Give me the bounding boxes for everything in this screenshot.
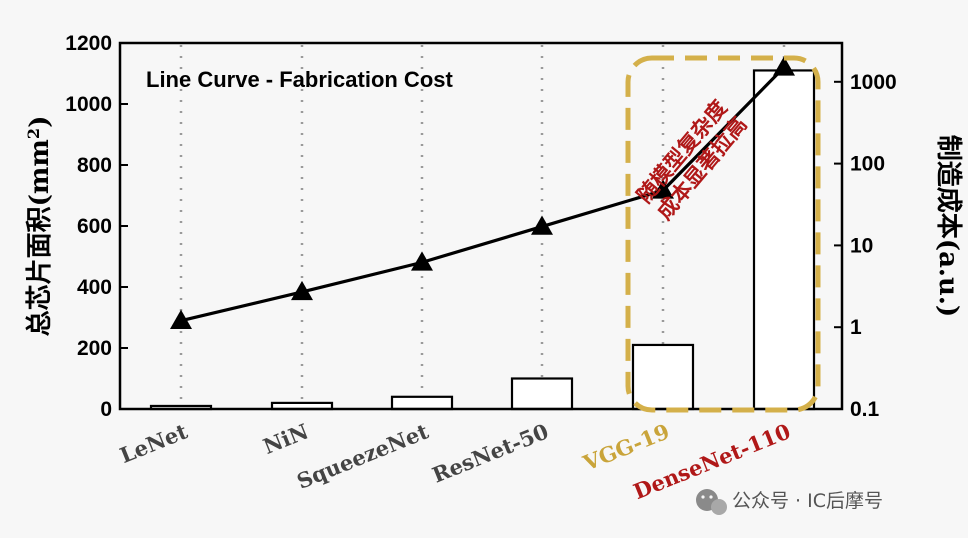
bar-squeezenet — [390, 395, 454, 411]
cost-point-nin — [291, 280, 313, 301]
right-tick-label-1: 1 — [850, 316, 862, 339]
right-tick-label-0: 0.1 — [850, 398, 880, 421]
chart-title: Line Curve - Fabrication Cost — [146, 67, 453, 92]
right-tick-label-3: 100 — [850, 153, 885, 176]
left-tick-label-2: 400 — [77, 276, 112, 299]
cost-point-lenet — [170, 309, 192, 329]
watermark-text: 公众号 · IC后摩号 — [732, 490, 883, 512]
cost-line-series — [170, 56, 795, 329]
cost-line — [180, 66, 786, 323]
category-label-nin: NiN — [260, 418, 312, 459]
category-label-vgg-19: VGG-19 — [579, 418, 673, 475]
right-tick-label-2: 10 — [850, 234, 873, 257]
cost-point-densenet-110 — [773, 56, 795, 76]
cost-point-vgg-19 — [652, 179, 674, 199]
left-tick-label-1: 200 — [77, 337, 112, 360]
category-label-lenet: LeNet — [116, 418, 191, 468]
plot-frame — [118, 41, 844, 411]
category-label-resnet-50: ResNet-50 — [429, 418, 552, 487]
bar-series — [149, 69, 816, 411]
highlight-box — [625, 55, 821, 413]
watermark: 公众号 · IC后摩号 — [696, 489, 883, 515]
left-tick-label-5: 1000 — [65, 93, 112, 116]
left-tick-label-3: 600 — [77, 215, 112, 238]
bar-resnet-50 — [510, 377, 574, 411]
category-label-squeezenet: SqueezeNet — [293, 418, 432, 494]
complexity-annotation: 随模型复杂度 成本显著拉高 — [632, 95, 752, 224]
left-tick-label-4: 800 — [77, 154, 112, 177]
wechat-icon — [696, 489, 727, 515]
cost-point-squeezenet — [411, 251, 433, 271]
left-axis-label: 总芯片面积(mm2) — [24, 116, 56, 337]
left-axis: 0 200 400 600 800 1000 1200 — [65, 32, 128, 421]
cost-point-resnet-50 — [531, 215, 553, 235]
right-axis-label: 制造成本(a.u.) — [933, 135, 963, 317]
left-tick-label-6: 1200 — [65, 32, 112, 55]
right-axis: 0.1 1 10 100 1000 — [834, 71, 897, 421]
right-tick-label-4: 1000 — [850, 71, 897, 94]
bar-densenet-110 — [752, 69, 816, 411]
left-tick-label-0: 0 — [100, 398, 112, 421]
bar-vgg-19 — [631, 343, 695, 411]
